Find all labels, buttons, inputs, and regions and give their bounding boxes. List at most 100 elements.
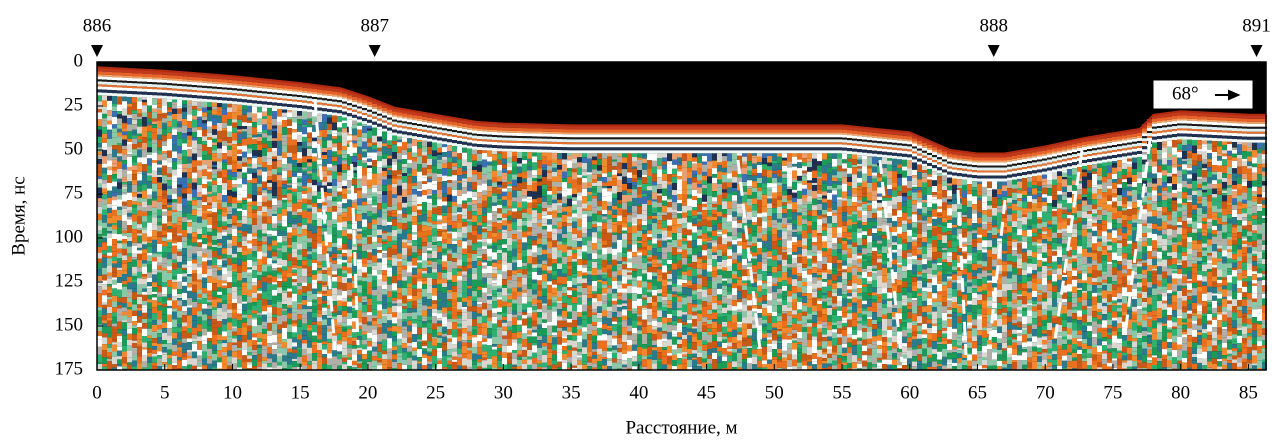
reflection — [302, 276, 307, 282]
reflection — [487, 338, 492, 345]
reflection — [442, 327, 447, 332]
reflection — [257, 241, 262, 246]
reflection — [427, 118, 432, 121]
reflection — [287, 126, 292, 128]
reflection — [117, 315, 122, 322]
reflection — [267, 264, 272, 266]
reflection — [112, 182, 117, 187]
reflection — [497, 361, 502, 367]
reflection — [217, 79, 222, 82]
reflection — [292, 192, 297, 196]
reflection — [392, 362, 397, 368]
reflection — [207, 266, 212, 269]
reflection — [347, 282, 352, 289]
reflection — [132, 288, 137, 292]
reflection — [297, 95, 302, 97]
reflection — [227, 304, 232, 310]
reflection — [407, 299, 412, 302]
reflection — [282, 238, 287, 242]
reflection — [462, 174, 467, 178]
reflection — [127, 225, 132, 233]
reflection — [367, 294, 372, 298]
reflection — [447, 335, 452, 339]
reflection — [247, 95, 252, 97]
reflection — [132, 214, 137, 221]
reflection — [487, 304, 492, 310]
reflection — [362, 277, 367, 281]
reflection — [192, 137, 197, 140]
reflection — [117, 161, 122, 169]
reflection — [247, 180, 252, 183]
reflection — [242, 198, 247, 200]
reflection — [287, 94, 292, 96]
reflection — [427, 273, 432, 278]
reflection — [462, 124, 467, 127]
reflection — [182, 89, 187, 91]
reflection — [337, 354, 342, 359]
reflection — [422, 122, 427, 125]
reflection — [497, 130, 502, 132]
reflection — [162, 113, 167, 118]
reflection — [202, 169, 207, 176]
reflection — [202, 238, 207, 244]
reflection — [157, 325, 162, 330]
reflection — [457, 183, 462, 190]
reflection — [252, 237, 257, 240]
reflection — [217, 245, 222, 248]
reflection — [347, 257, 352, 263]
reflection — [447, 342, 452, 349]
reflection — [117, 111, 122, 114]
reflection — [312, 153, 317, 156]
reflection — [172, 363, 177, 365]
reflection — [102, 210, 107, 216]
reflection — [302, 300, 307, 305]
reflection — [107, 320, 112, 326]
reflection — [302, 109, 307, 112]
reflection — [422, 358, 427, 365]
reflection — [362, 292, 367, 296]
reflection — [502, 146, 507, 149]
reflection — [157, 273, 162, 280]
reflection — [302, 229, 307, 235]
reflection — [207, 121, 212, 126]
reflection — [362, 251, 367, 258]
reflection — [277, 122, 282, 126]
reflection — [252, 256, 257, 261]
reflection — [252, 248, 257, 251]
reflection — [387, 185, 392, 192]
reflection — [137, 78, 142, 81]
reflection — [342, 217, 347, 221]
reflection — [472, 147, 477, 150]
reflection — [322, 140, 327, 148]
reflection — [137, 304, 142, 308]
reflection — [327, 316, 332, 318]
reflection — [417, 303, 422, 307]
reflection — [387, 308, 392, 314]
reflection — [132, 341, 137, 343]
reflection — [117, 356, 122, 359]
reflection — [257, 96, 262, 98]
reflection — [492, 294, 497, 297]
reflection — [257, 300, 262, 308]
reflection — [117, 234, 122, 241]
reflection — [287, 218, 292, 224]
reflection — [232, 215, 237, 223]
reflection — [157, 225, 162, 231]
reflection — [432, 330, 437, 337]
reflection — [392, 350, 397, 354]
reflection — [297, 255, 302, 261]
reflection — [142, 260, 147, 263]
reflection — [467, 253, 472, 258]
reflection — [482, 339, 487, 342]
reflection — [462, 298, 467, 302]
reflection — [287, 171, 292, 178]
reflection — [262, 242, 267, 245]
reflection — [197, 239, 202, 242]
reflection — [502, 141, 507, 143]
reflection — [372, 347, 377, 352]
reflection — [232, 336, 237, 339]
reflection — [312, 185, 317, 192]
reflection — [317, 182, 322, 185]
reflection — [137, 172, 142, 174]
reflection — [252, 302, 257, 305]
